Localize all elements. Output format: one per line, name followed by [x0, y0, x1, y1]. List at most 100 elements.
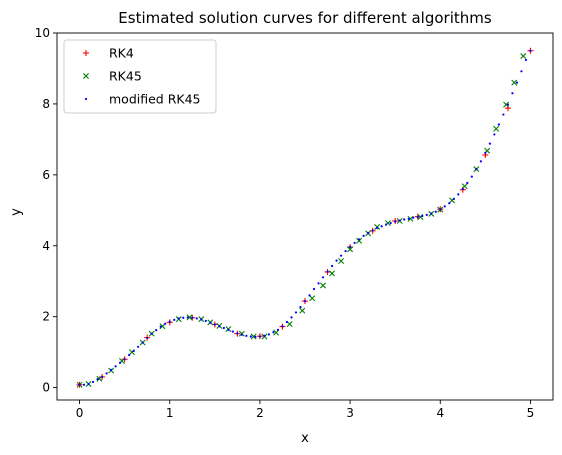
point-x-10	[186, 314, 193, 321]
point-dot-62	[358, 238, 361, 241]
point-x-25	[347, 246, 354, 253]
point-dot-1	[82, 383, 86, 386]
point-x-41-d2	[511, 79, 518, 86]
point-x-42-d2	[520, 53, 527, 60]
point-dot-34	[231, 330, 234, 333]
point-dot-16	[150, 332, 153, 335]
point-x-31	[407, 215, 414, 222]
point-dot-52	[312, 287, 316, 291]
point-x-42	[520, 53, 527, 60]
point-dot-23	[182, 316, 185, 319]
point-dot-44	[276, 328, 280, 331]
point-x-24-d2	[338, 258, 345, 264]
point-dot-20	[168, 320, 171, 323]
point-x-22	[320, 282, 327, 289]
axes-frame	[56, 32, 554, 401]
point-dot-71	[398, 219, 401, 222]
point-dot-49	[299, 305, 302, 309]
point-dot-95	[506, 103, 510, 106]
point-dot-78	[430, 212, 433, 215]
point-dot-94	[502, 113, 505, 116]
point-dot-31	[218, 325, 221, 328]
point-dot-68	[385, 223, 388, 226]
point-dot-54	[321, 276, 325, 279]
point-x-40	[503, 101, 510, 108]
point-dot-65	[371, 229, 374, 232]
point-dot-46	[285, 320, 289, 324]
point-dot-21	[173, 318, 176, 321]
point-x-10-d2	[186, 314, 193, 321]
y-axis-label: y	[9, 208, 24, 216]
point-dot-88	[475, 168, 478, 171]
point-dot-3	[91, 380, 95, 384]
point-dot-72	[403, 218, 406, 221]
y-tick-label-0: 0	[42, 381, 50, 395]
x-axis-label: x	[301, 431, 309, 446]
point-dot-60	[348, 245, 352, 248]
point-x-18-d2	[273, 329, 280, 336]
point-dot-81	[443, 205, 446, 208]
x-tick-label-5: 5	[527, 406, 535, 420]
point-dot-25	[191, 316, 194, 319]
plot-area: 0 1 2 3 4 5 0 2 4 6 8 10	[35, 26, 554, 420]
point-dot-40	[258, 335, 262, 338]
point-x-16-d2	[250, 333, 257, 340]
point-dot-38	[249, 335, 252, 338]
point-dot-99	[524, 58, 528, 62]
y-tick-label-2: 4	[42, 239, 50, 253]
point-dot-9	[119, 361, 122, 364]
point-dot-26	[195, 317, 198, 320]
point-dot-19	[164, 322, 167, 325]
point-dot-45	[281, 325, 284, 328]
point-dot-33	[227, 328, 230, 331]
y-tick-label-3: 6	[42, 168, 50, 182]
point-dot-67	[380, 225, 383, 228]
point-dot-61	[353, 241, 356, 245]
chart-title: Estimated solution curves for different …	[118, 9, 492, 27]
point-dot-18	[159, 325, 162, 328]
legend-marker-x-d2	[83, 73, 89, 79]
point-dot-35	[236, 332, 239, 335]
point-dot-75	[416, 215, 419, 219]
legend-label-plus: RK4	[109, 46, 134, 61]
point-x-25-d2	[347, 246, 354, 253]
point-dot-79	[434, 210, 437, 213]
point-x-36	[461, 183, 468, 190]
point-x-21	[309, 295, 316, 302]
point-dot-56	[330, 264, 334, 268]
point-dot-13	[137, 345, 140, 348]
point-dot-15	[146, 336, 149, 340]
y-tick-label-4: 8	[42, 97, 50, 111]
point-dot-64	[367, 231, 370, 235]
point-dot-66	[376, 226, 379, 230]
point-dot-80	[439, 208, 442, 211]
point-dot-24	[186, 316, 189, 319]
point-x-21-d2	[309, 295, 316, 302]
point-x-26-d2	[356, 237, 363, 244]
point-dot-0	[78, 383, 81, 386]
point-dot-57	[335, 259, 338, 262]
point-dot-84	[457, 193, 460, 196]
point-dot-17	[155, 329, 158, 332]
point-dot-30	[213, 323, 216, 326]
point-dot-58	[339, 254, 343, 257]
point-dot-100	[529, 49, 532, 52]
point-x-39	[493, 125, 500, 132]
legend-box	[63, 39, 217, 114]
point-dot-36	[240, 333, 243, 336]
point-dot-92	[493, 133, 496, 136]
point-dot-51	[308, 294, 311, 297]
y-tick-label-5: 10	[35, 26, 50, 40]
point-dot-87	[470, 175, 473, 178]
point-dot-8	[114, 365, 117, 368]
point-dot-91	[488, 142, 491, 145]
point-x-18	[273, 329, 280, 336]
point-dot-27	[200, 318, 203, 321]
point-dot-7	[110, 368, 113, 371]
point-x-39-d2	[493, 125, 500, 132]
point-dot-29	[209, 321, 212, 324]
point-dot-77	[425, 213, 428, 217]
point-dot-93	[497, 123, 500, 126]
